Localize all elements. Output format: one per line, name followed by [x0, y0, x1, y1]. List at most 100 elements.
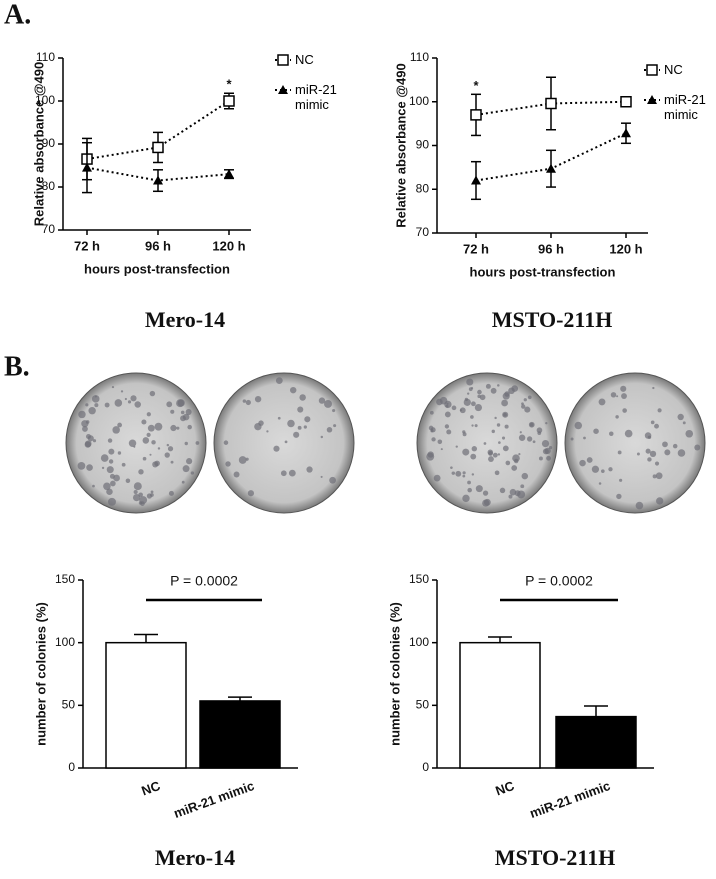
colony [654, 423, 659, 429]
bar [199, 700, 281, 769]
y-tick-label: 0 [68, 760, 75, 774]
colony [521, 472, 529, 480]
colony [471, 446, 478, 452]
colony [170, 424, 177, 432]
colony [496, 423, 501, 427]
colony [494, 416, 497, 420]
colony [146, 432, 151, 437]
colony [474, 424, 478, 428]
x-tick-label: 96 h [538, 241, 564, 256]
colony [615, 415, 619, 419]
colony [245, 399, 251, 406]
colony [619, 478, 623, 482]
colony [258, 420, 264, 426]
colony [526, 436, 533, 442]
colony [497, 453, 501, 456]
colony [445, 404, 449, 408]
x-tick-label: 120 h [212, 238, 245, 253]
colony [127, 400, 132, 404]
colony [514, 458, 519, 464]
colony [467, 392, 470, 395]
colony [570, 437, 574, 441]
annotation: P = 0.0002 [170, 573, 238, 589]
caption: MSTO-211H [495, 845, 616, 870]
legend-text: miR-21 mimic [664, 92, 706, 122]
colony [170, 409, 175, 414]
colony [247, 490, 255, 497]
colony [598, 482, 602, 485]
colony [466, 378, 474, 386]
colony [182, 465, 190, 473]
colony [475, 485, 483, 493]
colony [433, 474, 441, 482]
colony [142, 456, 147, 461]
colony [133, 482, 142, 491]
y-axis-label: Relative absorbance @490 [393, 63, 408, 227]
colony [297, 406, 304, 413]
colony [187, 424, 192, 430]
colony [544, 447, 551, 455]
petri-dishes [65, 372, 706, 514]
colony [138, 492, 143, 498]
colony [451, 405, 457, 411]
colony [574, 421, 583, 430]
colony [85, 420, 90, 424]
colony [511, 465, 518, 471]
colony [180, 410, 185, 415]
colony [318, 397, 326, 404]
colony [677, 413, 684, 421]
y-tick-label: 80 [42, 179, 56, 193]
colony [121, 462, 126, 467]
x-tick-label: NC [139, 778, 162, 799]
colony [455, 445, 458, 448]
colony [106, 488, 113, 496]
colony [462, 494, 470, 503]
colony [528, 421, 535, 428]
colony [657, 408, 662, 413]
colony [273, 445, 280, 452]
colony [462, 471, 466, 475]
colony [549, 446, 553, 450]
colony [444, 411, 451, 418]
colony [103, 482, 111, 491]
colony [598, 398, 606, 406]
colony [242, 399, 247, 403]
colony [109, 473, 115, 479]
colony [485, 383, 491, 389]
colony [275, 377, 283, 384]
colony [538, 456, 543, 461]
colony [616, 493, 622, 500]
legend-text: NC [664, 62, 683, 77]
colony [521, 402, 524, 406]
colony [511, 385, 519, 392]
colony [141, 419, 147, 425]
x-tick-label: NC [493, 778, 516, 799]
y-tick-label: 100 [35, 93, 55, 107]
point [470, 109, 482, 121]
colony [467, 480, 471, 485]
colony [518, 453, 521, 456]
colony [320, 435, 324, 439]
colony [149, 390, 156, 397]
colony [620, 385, 627, 392]
colony [502, 445, 509, 452]
colony [238, 456, 247, 464]
colony [546, 455, 552, 461]
colony [444, 424, 450, 429]
colony [586, 457, 593, 463]
colony [655, 472, 663, 480]
colony [289, 386, 297, 394]
y-tick-label: 50 [62, 698, 76, 712]
colony [288, 469, 296, 477]
legend-marker [278, 85, 288, 94]
colony [85, 403, 89, 407]
y-tick-label: 70 [42, 222, 56, 236]
colony [645, 448, 651, 454]
colony [428, 425, 434, 431]
annotation: * [473, 78, 479, 93]
colony [482, 490, 489, 496]
colony [128, 439, 137, 447]
bar [105, 641, 187, 769]
colony [92, 439, 97, 443]
colony [446, 429, 452, 435]
